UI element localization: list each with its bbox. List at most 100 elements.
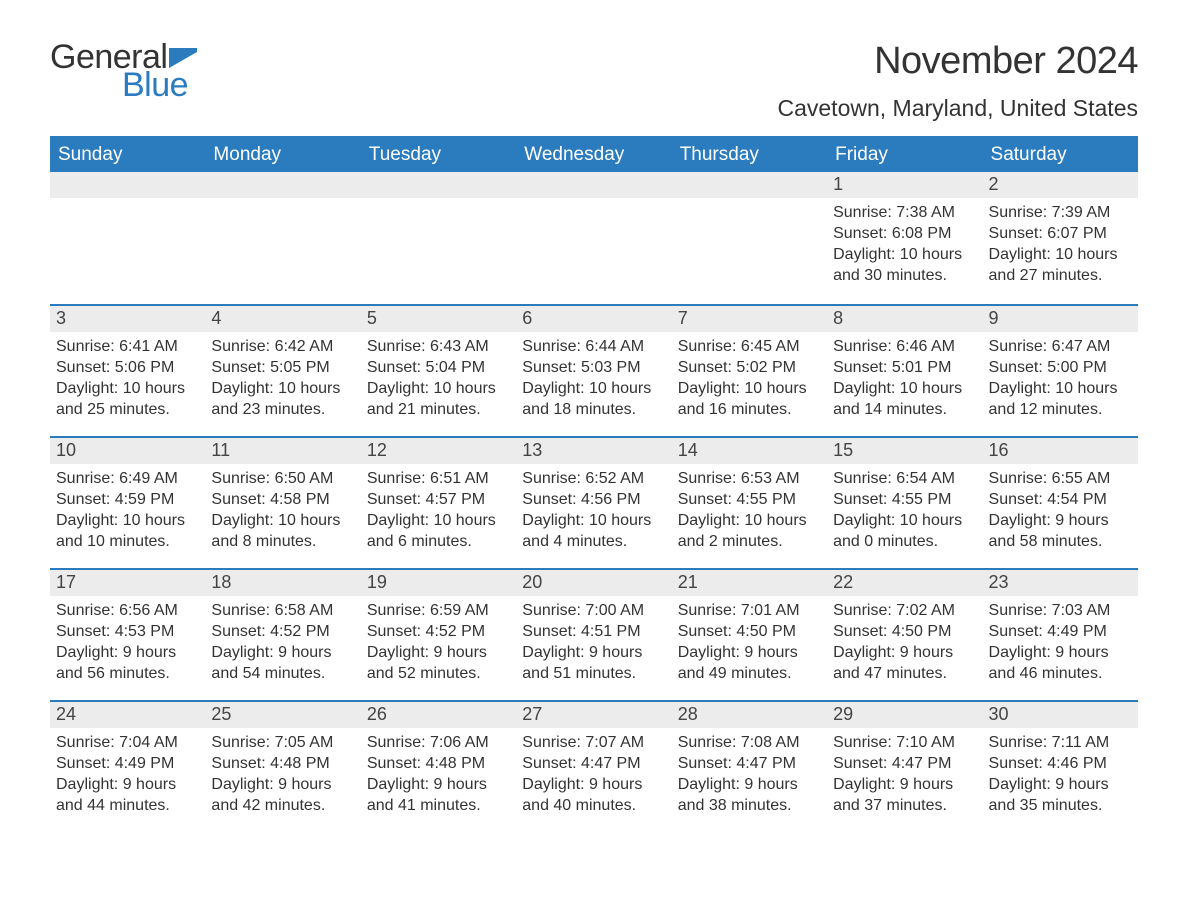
calendar-day-cell: 23Sunrise: 7:03 AMSunset: 4:49 PMDayligh… — [983, 568, 1138, 700]
day-detail-line: Sunset: 4:48 PM — [211, 753, 354, 774]
day-detail-line: Sunrise: 6:46 AM — [833, 336, 976, 357]
day-number: 11 — [205, 436, 360, 464]
calendar-day-cell: 12Sunrise: 6:51 AMSunset: 4:57 PMDayligh… — [361, 436, 516, 568]
day-detail-line: Daylight: 9 hours — [833, 774, 976, 795]
day-details: Sunrise: 6:42 AMSunset: 5:05 PMDaylight:… — [205, 332, 360, 422]
day-number: 1 — [827, 172, 982, 198]
day-details: Sunrise: 6:51 AMSunset: 4:57 PMDaylight:… — [361, 464, 516, 554]
day-detail-line: Daylight: 10 hours — [56, 378, 199, 399]
day-details: Sunrise: 7:05 AMSunset: 4:48 PMDaylight:… — [205, 728, 360, 818]
calendar-day-cell: 16Sunrise: 6:55 AMSunset: 4:54 PMDayligh… — [983, 436, 1138, 568]
day-details: Sunrise: 6:54 AMSunset: 4:55 PMDaylight:… — [827, 464, 982, 554]
empty-day-bar — [50, 172, 205, 198]
day-detail-line: Sunset: 5:01 PM — [833, 357, 976, 378]
empty-day-bar — [205, 172, 360, 198]
generalblue-logo: General Blue — [50, 40, 197, 102]
day-detail-line: Sunset: 4:52 PM — [211, 621, 354, 642]
day-detail-line: Sunset: 4:47 PM — [522, 753, 665, 774]
day-detail-line: Daylight: 10 hours — [989, 244, 1132, 265]
day-detail-line: and 40 minutes. — [522, 795, 665, 816]
day-detail-line: Sunset: 6:08 PM — [833, 223, 976, 244]
day-detail-line: Sunrise: 7:01 AM — [678, 600, 821, 621]
calendar-day-cell: 4Sunrise: 6:42 AMSunset: 5:05 PMDaylight… — [205, 304, 360, 436]
day-detail-line: Sunset: 4:50 PM — [833, 621, 976, 642]
day-details: Sunrise: 7:02 AMSunset: 4:50 PMDaylight:… — [827, 596, 982, 686]
day-detail-line: Sunset: 4:47 PM — [833, 753, 976, 774]
day-detail-line: Sunrise: 6:51 AM — [367, 468, 510, 489]
day-details: Sunrise: 7:07 AMSunset: 4:47 PMDaylight:… — [516, 728, 671, 818]
calendar-day-cell — [50, 172, 205, 304]
day-detail-line: Sunset: 5:03 PM — [522, 357, 665, 378]
day-details: Sunrise: 6:52 AMSunset: 4:56 PMDaylight:… — [516, 464, 671, 554]
day-number: 15 — [827, 436, 982, 464]
calendar-day-cell — [516, 172, 671, 304]
day-details: Sunrise: 7:38 AMSunset: 6:08 PMDaylight:… — [827, 198, 982, 288]
day-detail-line: Sunset: 4:50 PM — [678, 621, 821, 642]
calendar-day-cell — [205, 172, 360, 304]
day-number: 19 — [361, 568, 516, 596]
empty-day-bar — [672, 172, 827, 198]
day-detail-line: Sunset: 4:55 PM — [678, 489, 821, 510]
day-detail-line: Daylight: 10 hours — [367, 378, 510, 399]
month-title: November 2024 — [777, 40, 1138, 83]
day-detail-line: Daylight: 10 hours — [211, 378, 354, 399]
day-detail-line: Daylight: 9 hours — [367, 774, 510, 795]
day-details: Sunrise: 7:08 AMSunset: 4:47 PMDaylight:… — [672, 728, 827, 818]
day-detail-line: Sunrise: 7:03 AM — [989, 600, 1132, 621]
day-details: Sunrise: 7:00 AMSunset: 4:51 PMDaylight:… — [516, 596, 671, 686]
day-number: 8 — [827, 304, 982, 332]
calendar-day-cell: 13Sunrise: 6:52 AMSunset: 4:56 PMDayligh… — [516, 436, 671, 568]
calendar-day-cell: 10Sunrise: 6:49 AMSunset: 4:59 PMDayligh… — [50, 436, 205, 568]
day-details: Sunrise: 6:55 AMSunset: 4:54 PMDaylight:… — [983, 464, 1138, 554]
calendar-day-cell: 25Sunrise: 7:05 AMSunset: 4:48 PMDayligh… — [205, 700, 360, 832]
day-number: 12 — [361, 436, 516, 464]
day-number: 13 — [516, 436, 671, 464]
day-detail-line: and 51 minutes. — [522, 663, 665, 684]
day-detail-line: Daylight: 10 hours — [833, 244, 976, 265]
day-detail-line: Sunrise: 6:43 AM — [367, 336, 510, 357]
col-header: Tuesday — [361, 137, 516, 172]
calendar-day-cell: 15Sunrise: 6:54 AMSunset: 4:55 PMDayligh… — [827, 436, 982, 568]
day-detail-line: Sunrise: 7:08 AM — [678, 732, 821, 753]
day-details: Sunrise: 7:04 AMSunset: 4:49 PMDaylight:… — [50, 728, 205, 818]
day-details: Sunrise: 6:46 AMSunset: 5:01 PMDaylight:… — [827, 332, 982, 422]
day-detail-line: and 38 minutes. — [678, 795, 821, 816]
day-number: 2 — [983, 172, 1138, 198]
calendar-day-cell: 1Sunrise: 7:38 AMSunset: 6:08 PMDaylight… — [827, 172, 982, 304]
day-details: Sunrise: 7:10 AMSunset: 4:47 PMDaylight:… — [827, 728, 982, 818]
day-number: 3 — [50, 304, 205, 332]
calendar-week-row: 3Sunrise: 6:41 AMSunset: 5:06 PMDaylight… — [50, 304, 1138, 436]
day-detail-line: Daylight: 10 hours — [989, 378, 1132, 399]
day-number: 25 — [205, 700, 360, 728]
day-detail-line: Sunset: 4:48 PM — [367, 753, 510, 774]
calendar-week-row: 1Sunrise: 7:38 AMSunset: 6:08 PMDaylight… — [50, 172, 1138, 304]
day-detail-line: and 18 minutes. — [522, 399, 665, 420]
day-details: Sunrise: 6:49 AMSunset: 4:59 PMDaylight:… — [50, 464, 205, 554]
day-detail-line: Sunrise: 6:50 AM — [211, 468, 354, 489]
day-detail-line: and 0 minutes. — [833, 531, 976, 552]
day-detail-line: Daylight: 10 hours — [367, 510, 510, 531]
col-header: Thursday — [672, 137, 827, 172]
day-details: Sunrise: 7:11 AMSunset: 4:46 PMDaylight:… — [983, 728, 1138, 818]
day-detail-line: and 23 minutes. — [211, 399, 354, 420]
day-detail-line: Sunset: 4:52 PM — [367, 621, 510, 642]
day-details: Sunrise: 6:59 AMSunset: 4:52 PMDaylight:… — [361, 596, 516, 686]
col-header: Sunday — [50, 137, 205, 172]
day-detail-line: and 54 minutes. — [211, 663, 354, 684]
day-detail-line: Daylight: 10 hours — [678, 378, 821, 399]
day-detail-line: Daylight: 10 hours — [678, 510, 821, 531]
day-detail-line: and 49 minutes. — [678, 663, 821, 684]
day-detail-line: Daylight: 10 hours — [522, 510, 665, 531]
day-detail-line: Sunrise: 7:05 AM — [211, 732, 354, 753]
day-number: 29 — [827, 700, 982, 728]
col-header: Wednesday — [516, 137, 671, 172]
day-detail-line: and 56 minutes. — [56, 663, 199, 684]
day-detail-line: and 10 minutes. — [56, 531, 199, 552]
day-number: 22 — [827, 568, 982, 596]
day-detail-line: Sunset: 4:49 PM — [56, 753, 199, 774]
calendar-day-cell: 28Sunrise: 7:08 AMSunset: 4:47 PMDayligh… — [672, 700, 827, 832]
day-detail-line: Sunset: 5:04 PM — [367, 357, 510, 378]
day-detail-line: and 4 minutes. — [522, 531, 665, 552]
day-detail-line: Sunrise: 6:59 AM — [367, 600, 510, 621]
day-number: 20 — [516, 568, 671, 596]
